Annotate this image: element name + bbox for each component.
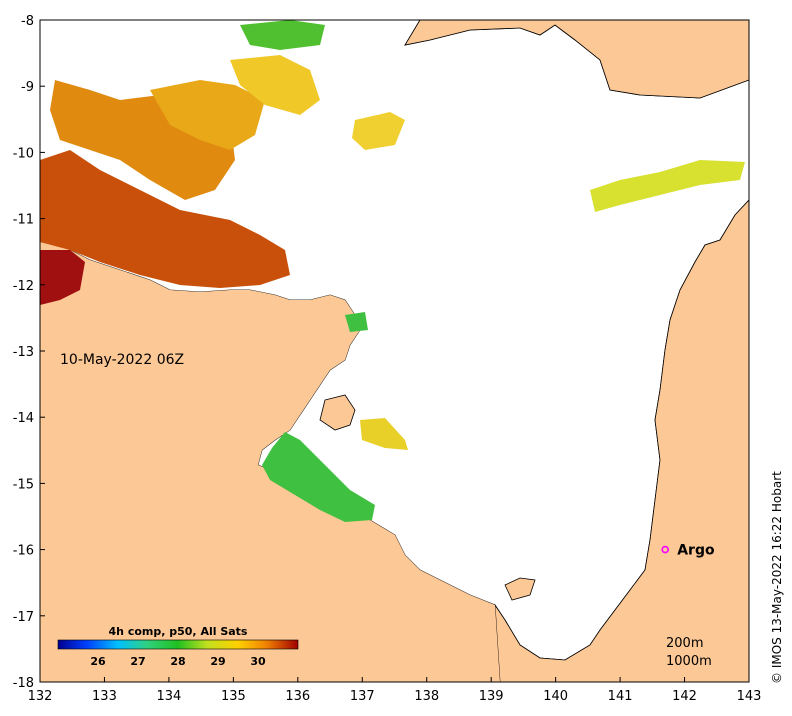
colorbar-tick-label: 30 bbox=[250, 655, 266, 668]
y-tick-label: -14 bbox=[13, 411, 34, 426]
x-tick-label: 135 bbox=[221, 689, 246, 704]
sst-patch-yellow bbox=[230, 55, 320, 115]
y-tick-label: -16 bbox=[13, 544, 34, 559]
y-tick-label: -10 bbox=[13, 146, 34, 161]
y-tick-label: -9 bbox=[21, 80, 34, 95]
colorbar-tick-label: 26 bbox=[90, 655, 106, 668]
argo-marker-icon bbox=[661, 545, 670, 554]
colorbar-title: 4h comp, p50, All Sats bbox=[109, 625, 248, 638]
new-guinea-land bbox=[404, 20, 749, 99]
sst-patch-yellow bbox=[352, 112, 405, 150]
date-label: 10-May-2022 06Z bbox=[60, 352, 184, 368]
colorbar-ticks: 26 27 28 29 30 bbox=[90, 655, 266, 668]
top-end-land bbox=[40, 242, 500, 682]
x-tick-label: 136 bbox=[285, 689, 310, 704]
x-tick-label: 143 bbox=[737, 689, 762, 704]
sst-patch-green-top bbox=[240, 20, 325, 50]
y-axis-ticks: -8 -9 -10 -11 -12 -13 -14 -15 -16 -17 -18 bbox=[13, 14, 45, 691]
contour-legend-200: 200m bbox=[666, 636, 703, 651]
island bbox=[504, 577, 536, 601]
y-tick-label: -12 bbox=[13, 279, 34, 294]
sst-patch-warm bbox=[40, 150, 290, 288]
sst-patch-hot bbox=[40, 250, 85, 305]
x-tick-label: 134 bbox=[156, 689, 181, 704]
x-tick-label: 132 bbox=[28, 689, 53, 704]
colorbar-tick-label: 28 bbox=[170, 655, 185, 668]
sst-patch-amber bbox=[150, 80, 265, 150]
colorbar-tick-label: 29 bbox=[210, 655, 225, 668]
cape-york-land bbox=[494, 199, 749, 682]
y-tick-label: -8 bbox=[21, 14, 34, 29]
colorbar-tick-label: 27 bbox=[130, 655, 145, 668]
x-tick-label: 142 bbox=[672, 689, 697, 704]
sst-patch-green bbox=[262, 432, 375, 522]
x-tick-label: 138 bbox=[414, 689, 439, 704]
y-tick-label: -11 bbox=[13, 213, 34, 228]
colorbar bbox=[57, 639, 299, 650]
x-axis-ticks: 132 133 134 135 136 137 138 139 140 141 142 143 bbox=[28, 677, 762, 704]
island bbox=[319, 394, 356, 431]
argo-label: Argo bbox=[677, 543, 715, 559]
y-tick-label: -17 bbox=[13, 610, 34, 625]
x-tick-label: 137 bbox=[350, 689, 375, 704]
y-tick-label: -18 bbox=[13, 676, 34, 691]
sst-patch-yellow bbox=[360, 418, 408, 450]
x-tick-label: 139 bbox=[479, 689, 504, 704]
contour-legend-1000: 1000m bbox=[666, 654, 712, 669]
x-tick-label: 141 bbox=[608, 689, 633, 704]
x-tick-label: 140 bbox=[543, 689, 568, 704]
y-tick-label: -13 bbox=[13, 345, 34, 360]
credit-text: © IMOS 13-May-2022 16:22 Hobart bbox=[770, 471, 784, 684]
x-tick-label: 133 bbox=[92, 689, 117, 704]
y-tick-label: -15 bbox=[13, 477, 34, 492]
sst-patch-lime bbox=[590, 160, 745, 212]
sst-patch-green-small bbox=[345, 312, 368, 332]
